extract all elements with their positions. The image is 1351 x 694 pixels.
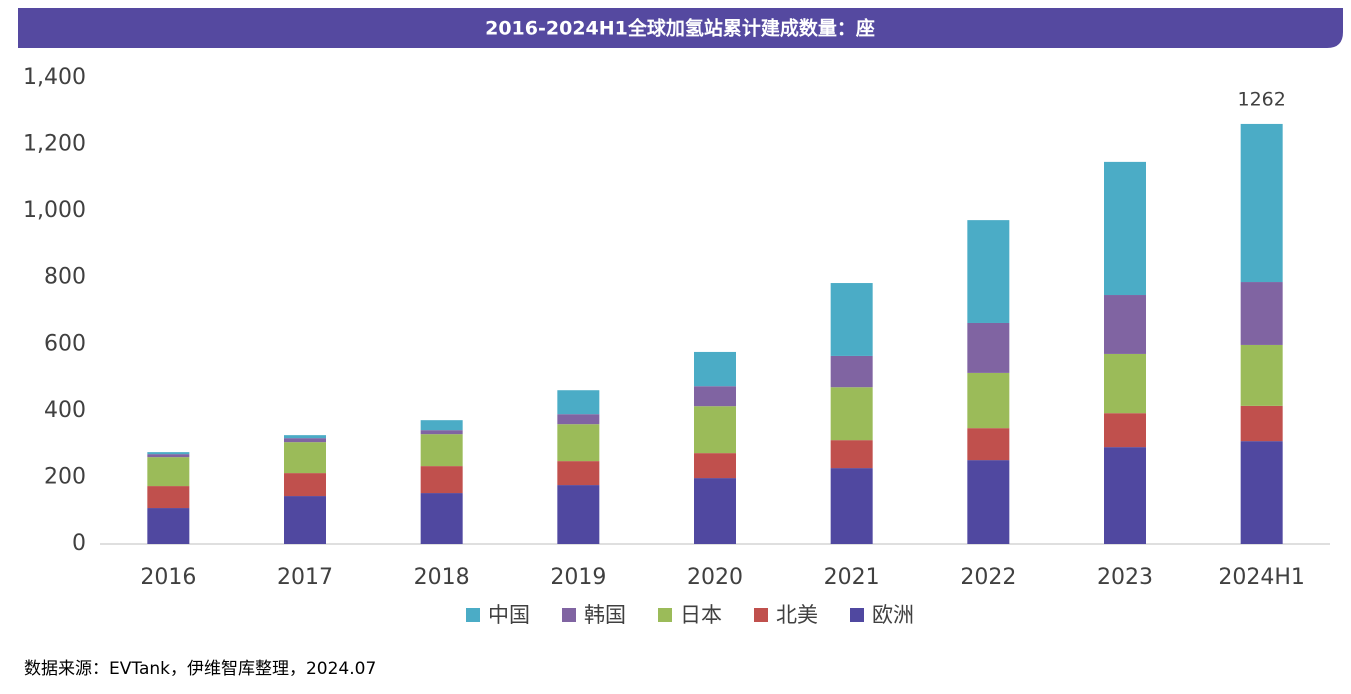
- bar-segment: [1104, 161, 1146, 296]
- x-tick-label: 2019: [550, 565, 606, 590]
- bar-segment: [830, 355, 873, 388]
- bar-segment: [967, 460, 1010, 544]
- bar-segment: [147, 457, 190, 487]
- bar-segment: [557, 390, 600, 415]
- bar-segment: [557, 485, 600, 544]
- x-tick-label: 2023: [1097, 565, 1153, 590]
- legend-label: 韩国: [584, 603, 626, 627]
- bar-segment: [967, 220, 1010, 323]
- bar-segment: [830, 387, 873, 441]
- y-tick-label: 600: [44, 331, 86, 356]
- bar-segment: [1104, 353, 1146, 414]
- y-tick-label: 1,400: [23, 65, 86, 90]
- chart-title: 2016-2024H1全球加氢站累计建成数量：座: [485, 17, 875, 40]
- legend-swatch: [562, 608, 576, 622]
- title-bar: [18, 8, 1343, 48]
- x-tick-label: 2021: [824, 565, 880, 590]
- bar-segment: [967, 372, 1010, 429]
- bar-segment: [420, 420, 463, 431]
- legend-label: 北美: [776, 603, 818, 627]
- bar-segment: [694, 386, 736, 407]
- bar-segment: [557, 414, 600, 425]
- bar-segment: [830, 440, 873, 469]
- x-tick-label: 2020: [687, 565, 743, 590]
- y-tick-label: 1,000: [23, 198, 86, 223]
- legend-label: 中国: [488, 603, 530, 627]
- bar-segment: [147, 508, 190, 544]
- bar-segment: [694, 406, 736, 454]
- source-note: 数据来源：EVTank，伊维智库整理，2024.07: [24, 659, 376, 679]
- legend-swatch: [850, 608, 864, 622]
- bar-segment: [557, 461, 600, 486]
- bar-segment: [147, 452, 190, 455]
- bar-segment: [1240, 405, 1283, 442]
- bar-segment: [420, 430, 463, 435]
- total-label: 1262: [1237, 88, 1285, 110]
- bar-segment: [284, 438, 326, 443]
- y-tick-label: 1,200: [23, 132, 86, 157]
- x-tick-label: 2018: [414, 565, 470, 590]
- x-tick-label: 2016: [140, 565, 196, 590]
- bar-segment: [694, 478, 736, 544]
- x-tick-label: 2022: [960, 565, 1016, 590]
- bar-segment: [1240, 441, 1283, 544]
- bar-segment: [420, 466, 463, 494]
- y-tick-label: 0: [72, 531, 86, 556]
- bar-segment: [967, 322, 1010, 373]
- bar-segment: [420, 434, 463, 467]
- bar-segment: [1240, 344, 1283, 406]
- bar-segment: [284, 496, 326, 544]
- bar-segment: [830, 468, 873, 544]
- legend-label: 日本: [680, 603, 722, 627]
- bar-segment: [557, 424, 600, 462]
- bar-segment: [284, 442, 326, 474]
- bar-segment: [694, 453, 736, 479]
- bar-segment: [1104, 447, 1146, 544]
- bar-segment: [284, 473, 326, 497]
- y-tick-label: 200: [44, 464, 86, 489]
- bar-segment: [420, 493, 463, 544]
- y-tick-label: 400: [44, 398, 86, 423]
- legend-label: 欧洲: [872, 603, 914, 627]
- legend-swatch: [754, 608, 768, 622]
- x-tick-label: 2017: [277, 565, 333, 590]
- bar-segment: [284, 435, 326, 439]
- bar-segment: [1240, 123, 1283, 283]
- legend-swatch: [658, 608, 672, 622]
- bar-segment: [967, 428, 1010, 461]
- bar-segment: [1104, 413, 1146, 448]
- x-tick-label: 2024H1: [1218, 565, 1305, 590]
- bar-segment: [147, 454, 190, 458]
- bar-segment: [147, 486, 190, 509]
- y-tick-label: 800: [44, 265, 86, 290]
- bar-segment: [830, 283, 873, 356]
- bar-segment: [1240, 282, 1283, 345]
- legend-swatch: [466, 608, 480, 622]
- bar-segment: [1104, 295, 1146, 354]
- bar-segment: [694, 351, 736, 387]
